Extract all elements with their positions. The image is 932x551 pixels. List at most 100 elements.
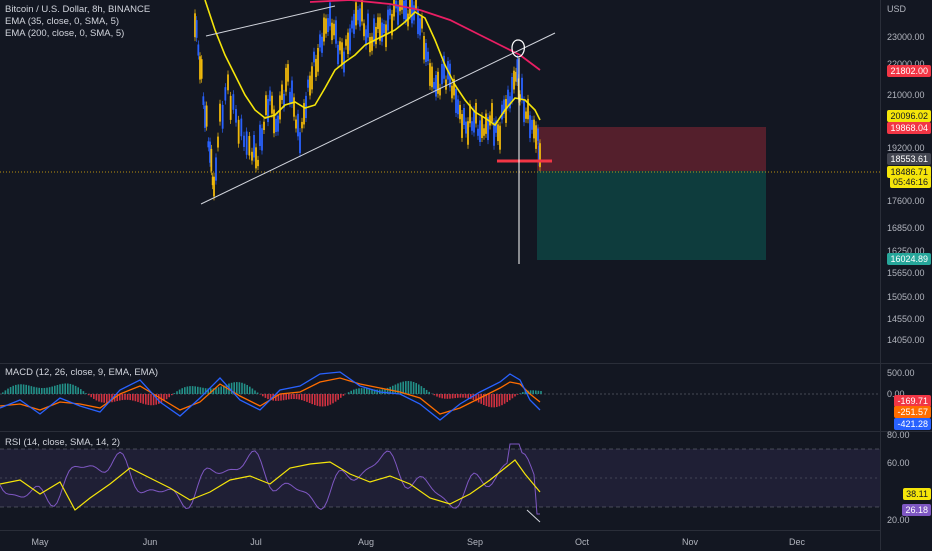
macd-histogram-bar: [174, 393, 176, 394]
candle-body: [521, 78, 523, 100]
candle-body: [197, 44, 199, 55]
macd-histogram-bar: [38, 388, 40, 394]
chart-legend: Bitcoin / U.S. Dollar, 8h, BINANCE EMA (…: [5, 4, 150, 40]
macd-histogram-bar: [415, 383, 417, 394]
candle-body: [289, 92, 291, 103]
macd-histogram-bar: [249, 387, 251, 394]
price-tick: 15650.00: [887, 268, 925, 278]
macd-histogram-bar: [324, 394, 326, 406]
candle-body: [204, 105, 206, 127]
macd-histogram-bar: [168, 394, 170, 397]
indicator-ema35-label[interactable]: EMA (35, close, 0, SMA, 5): [5, 16, 150, 28]
wedge-upper-line[interactable]: [206, 6, 335, 36]
macd-histogram-bar: [519, 393, 521, 394]
candle-body: [373, 18, 375, 42]
macd-histogram-bar: [18, 384, 20, 394]
candle-body: [385, 24, 387, 47]
macd-histogram-bar: [496, 394, 498, 407]
stop-target-badge: 16024.89: [887, 253, 931, 265]
macd-histogram-bar: [140, 394, 142, 403]
candle-body: [206, 106, 208, 127]
macd-histogram-bar: [244, 384, 246, 394]
macd-signal-badge: -251.57: [894, 406, 931, 418]
candle-body: [355, 2, 357, 25]
candle-body: [267, 99, 269, 122]
macd-pane[interactable]: MACD (12, 26, close, 9, EMA, EMA): [0, 364, 880, 430]
candle-body: [207, 141, 209, 147]
symbol-title[interactable]: Bitcoin / U.S. Dollar, 8h, BINANCE: [5, 4, 150, 16]
candle-body: [491, 103, 493, 122]
candle-body: [299, 132, 301, 153]
price-chart-pane[interactable]: Bitcoin / U.S. Dollar, 8h, BINANCE EMA (…: [0, 0, 880, 362]
candle-body: [213, 177, 215, 197]
candle-body: [507, 90, 509, 107]
candle-body: [199, 56, 201, 79]
candle-body: [240, 119, 242, 137]
candle-body: [423, 36, 425, 59]
candle-body: [251, 152, 253, 161]
macd-histogram-bar: [122, 394, 124, 400]
candle-body: [471, 121, 473, 131]
candle-body: [279, 95, 281, 119]
candle-body: [337, 45, 339, 64]
candle-body: [497, 124, 499, 141]
rsi-title[interactable]: RSI (14, close, SMA, 14, 2): [5, 437, 120, 448]
macd-histogram-bar: [49, 387, 51, 394]
candle-body: [425, 43, 427, 62]
macd-histogram-bar: [145, 394, 147, 405]
macd-histogram-bar: [343, 394, 345, 396]
candle-body: [263, 122, 265, 130]
macd-histogram-bar: [540, 391, 542, 394]
macd-histogram-bar: [285, 394, 287, 400]
macd-histogram-bar: [246, 385, 248, 394]
macd-histogram-bar: [356, 389, 358, 394]
candle-body: [227, 74, 229, 90]
macd-histogram-bar: [421, 386, 423, 394]
currency-label: USD: [887, 4, 906, 14]
time-label-oct: Oct: [575, 537, 589, 547]
candle-body: [351, 21, 353, 29]
macd-histogram-bar: [361, 388, 363, 394]
price-axis[interactable]: USD 23000.00 22000.00 21000.00 19200.00 …: [880, 0, 932, 550]
candle-body: [375, 27, 377, 44]
price-chart-svg[interactable]: [0, 0, 880, 362]
ema35-badge: 19868.04: [887, 122, 931, 134]
countdown-badge: 05:46:16: [890, 176, 931, 188]
macd-histogram-bar: [348, 392, 350, 394]
time-axis[interactable]: May Jun Jul Aug Sep Oct Nov Dec: [0, 530, 880, 551]
candle-body: [537, 128, 539, 140]
reward-zone[interactable]: [537, 171, 766, 260]
time-label-jun: Jun: [143, 537, 158, 547]
macd-histogram-bar: [80, 389, 82, 394]
time-label-jul: Jul: [250, 537, 262, 547]
ema35-line: [205, 0, 540, 125]
candle-body: [529, 115, 531, 138]
macd-histogram-bar: [241, 383, 243, 394]
macd-histogram-bar: [486, 394, 488, 406]
price-tick: 14050.00: [887, 335, 925, 345]
rsi-trend-line[interactable]: [527, 510, 540, 522]
candle-body: [201, 59, 203, 79]
macd-histogram-bar: [517, 394, 519, 395]
macd-histogram-bar: [434, 394, 436, 395]
risk-zone[interactable]: [537, 127, 766, 171]
ema200-badge: 21802.00: [887, 65, 931, 77]
candle-body: [369, 37, 371, 52]
candle-body: [419, 18, 421, 35]
macd-histogram-bar: [532, 390, 534, 394]
macd-histogram-bar: [296, 394, 298, 399]
macd-histogram-bar: [62, 384, 64, 394]
macd-histogram-bar: [132, 394, 134, 401]
candle-body: [459, 105, 461, 119]
indicator-ema200-label[interactable]: EMA (200, close, 0, SMA, 5): [5, 28, 150, 40]
rsi-pane[interactable]: RSI (14, close, SMA, 14, 2): [0, 432, 880, 530]
candle-body: [339, 41, 341, 50]
candles: [194, 0, 541, 200]
macd-histogram-bar: [187, 386, 189, 394]
macd-histogram-bar: [194, 386, 196, 394]
candle-body: [327, 18, 329, 32]
macd-title[interactable]: MACD (12, 26, close, 9, EMA, EMA): [5, 367, 158, 378]
candle-body: [363, 23, 365, 36]
macd-histogram-bar: [176, 391, 178, 394]
macd-histogram-bar: [33, 387, 35, 394]
